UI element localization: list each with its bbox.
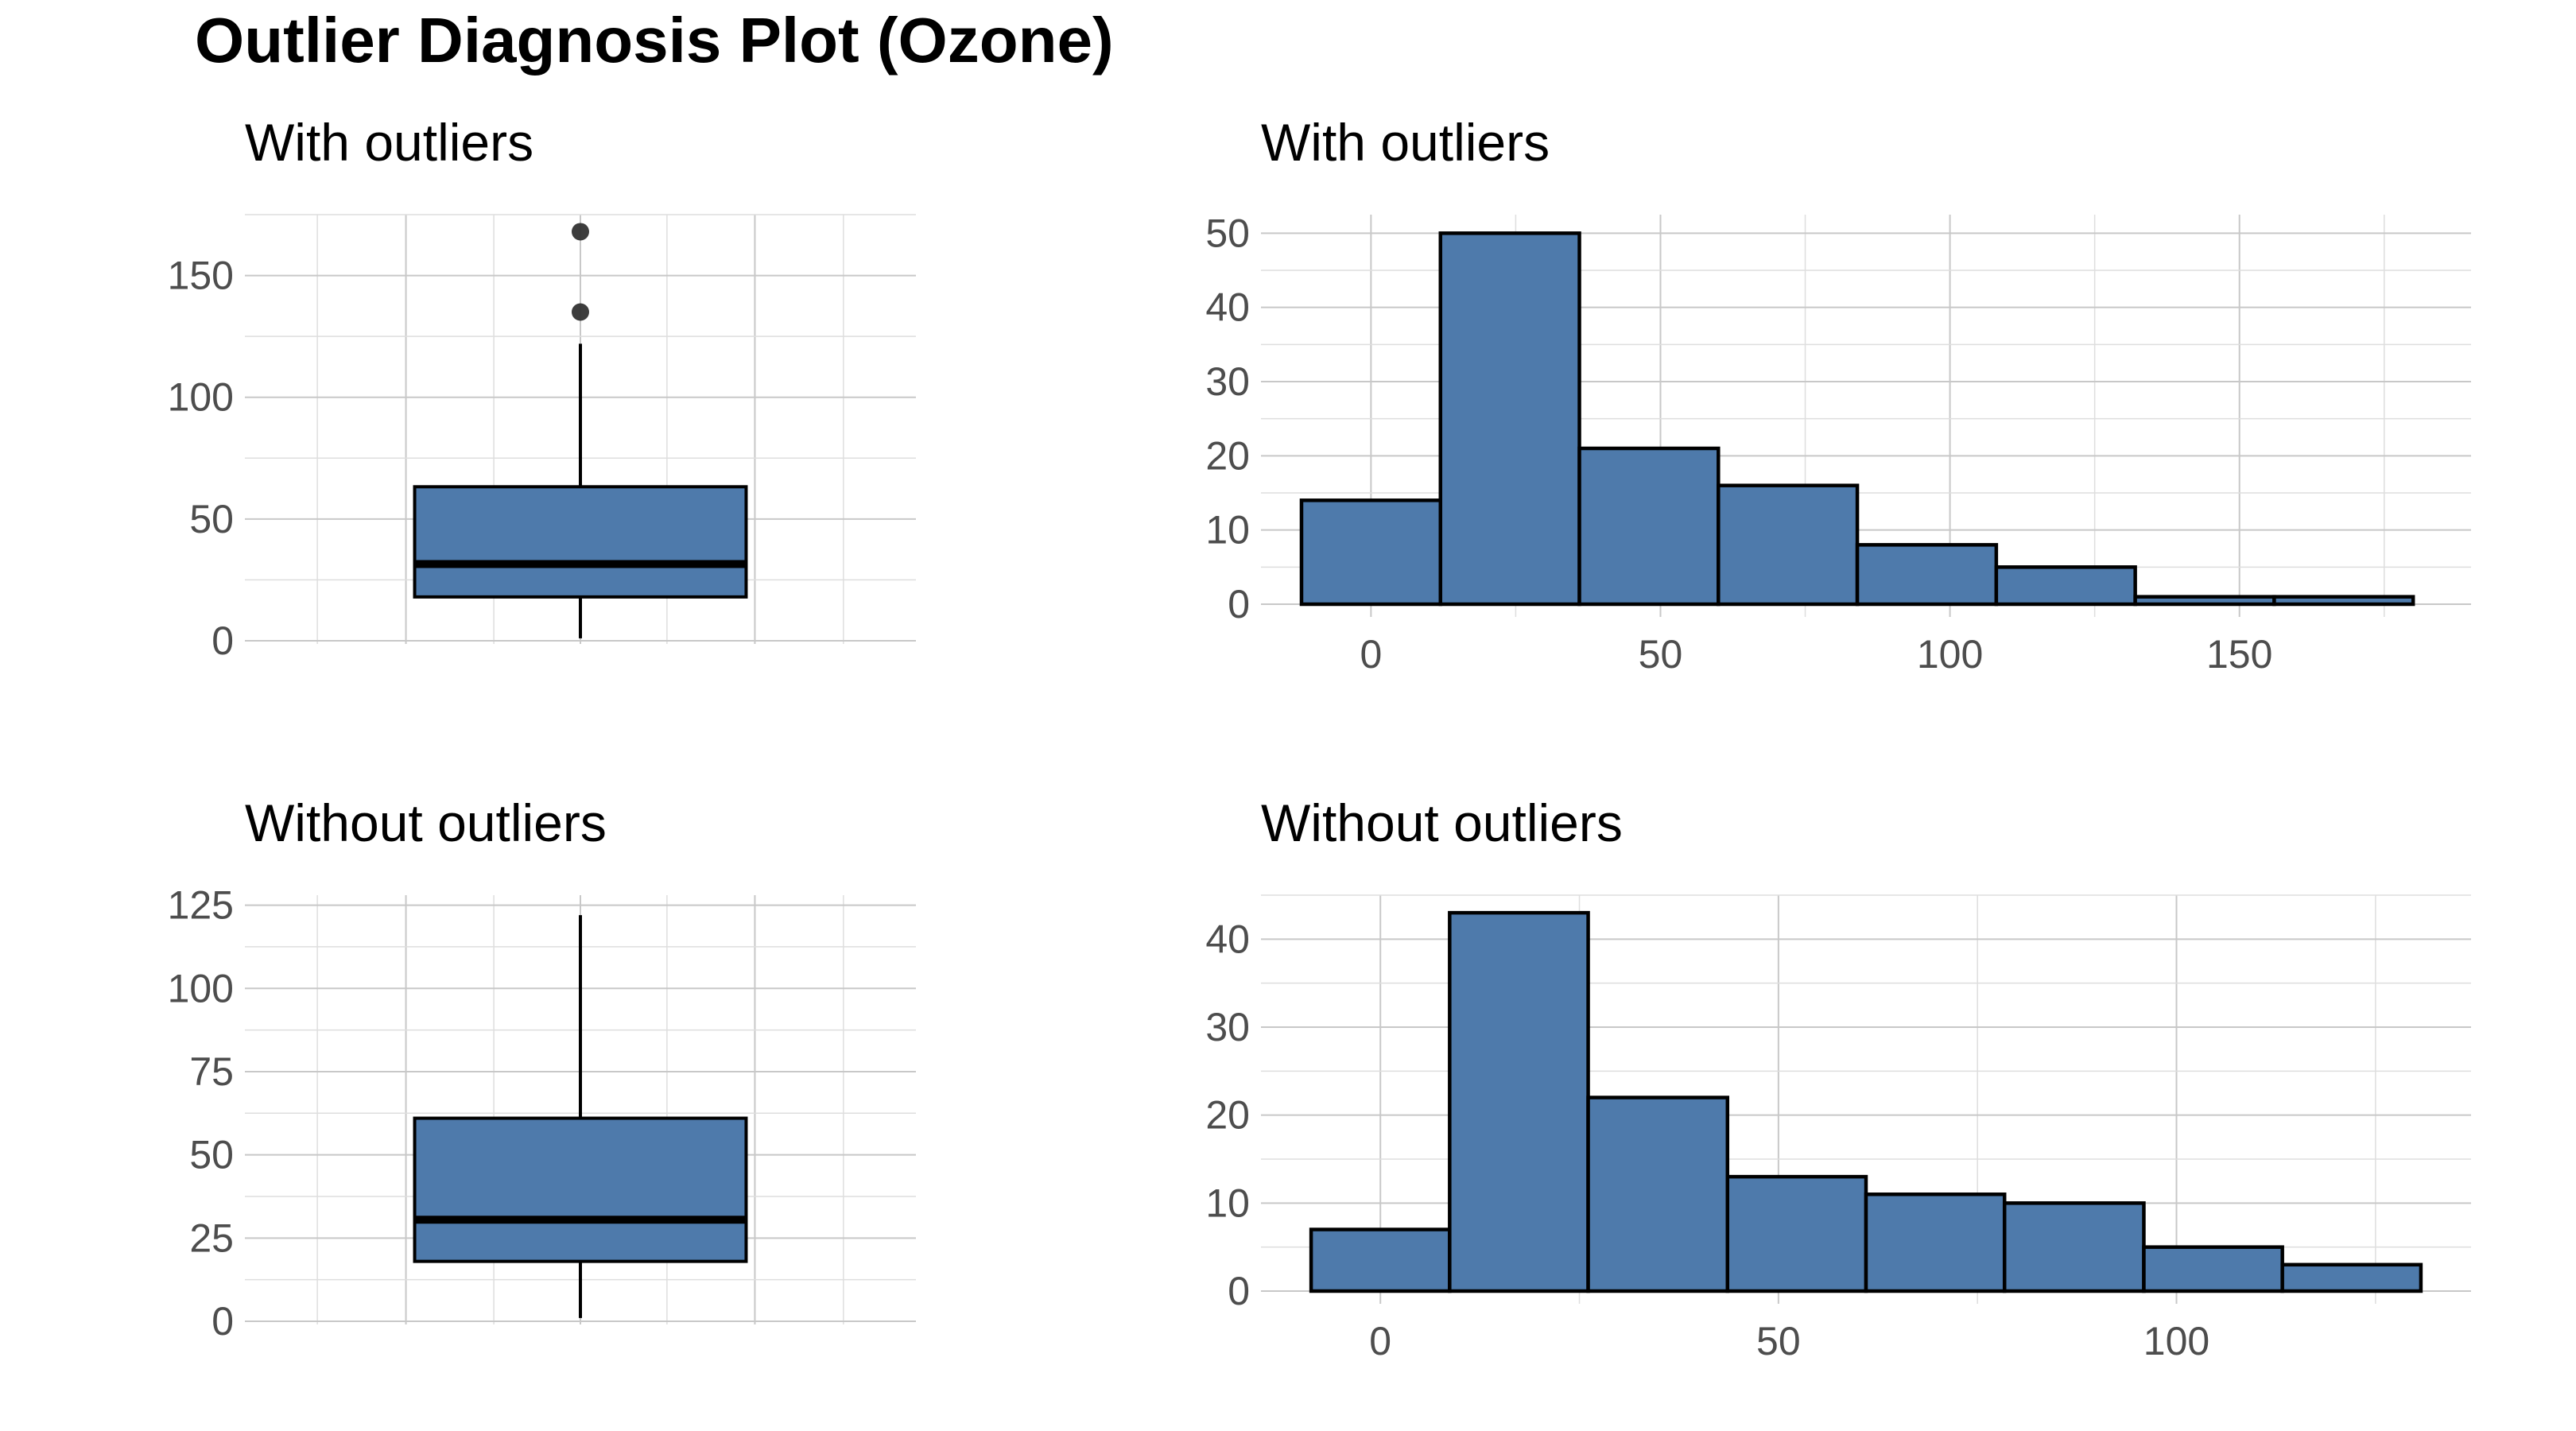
panel-box-with: 0 50 100 150 (168, 214, 916, 663)
x-tick-label: 100 (2143, 1319, 2209, 1363)
histogram-bar (1299, 498, 1443, 607)
outlier-point (572, 303, 589, 321)
histogram-bar (1725, 1174, 1868, 1293)
y-tick-label: 50 (189, 1133, 234, 1177)
subtitle-hist-without: Without outliers (1261, 793, 1623, 852)
y-tick-label: 10 (1205, 508, 1250, 553)
histogram-bar (1717, 483, 1860, 607)
y-tick-label: 0 (211, 1299, 234, 1344)
histogram-bar (1309, 1227, 1452, 1293)
y-tick-label: 50 (189, 497, 234, 541)
iqr-box (413, 1116, 748, 1263)
x-tick-label: 0 (1360, 632, 1382, 677)
y-tick-label: 20 (1205, 433, 1250, 478)
histogram-bar (2142, 1245, 2284, 1293)
y-tick-label: 10 (1205, 1181, 1250, 1225)
histogram-bar (1448, 910, 1590, 1293)
y-tick-label: 0 (1228, 582, 1250, 626)
y-tick-label: 40 (1205, 285, 1250, 330)
x-tick-label: 50 (1756, 1319, 1801, 1363)
histogram-bar (1994, 565, 2137, 607)
subtitle-hist-with: With outliers (1261, 113, 1550, 172)
panel-hist-with: 0 10 20 30 40 50 0 50 100 150 (1205, 211, 2471, 677)
histogram-bar (1855, 543, 1999, 607)
figure-title: Outlier Diagnosis Plot (Ozone) (195, 5, 1114, 76)
y-tick-label: 100 (168, 966, 234, 1010)
histogram-bar (1577, 446, 1721, 607)
x-tick-label: 50 (1639, 632, 1683, 677)
panel-hist-without: 0 10 20 30 40 0 50 100 (1205, 894, 2471, 1363)
histogram-bar (2002, 1201, 2146, 1293)
x-tick-label: 150 (2206, 632, 2272, 677)
y-tick-label: 75 (189, 1049, 234, 1094)
y-tick-label: 150 (168, 254, 234, 298)
y-tick-label: 30 (1205, 1005, 1250, 1049)
x-tick-label: 0 (1369, 1319, 1391, 1363)
histogram-bar (2133, 595, 2276, 607)
y-tick-label: 125 (168, 883, 234, 928)
histogram-bar (2272, 595, 2415, 607)
x-tick-label: 100 (1917, 632, 1983, 677)
y-tick-label: 0 (1228, 1269, 1250, 1313)
subtitle-box-with: With outliers (245, 113, 533, 172)
histogram-bar (1438, 231, 1581, 607)
y-tick-label: 20 (1205, 1093, 1250, 1138)
y-tick-label: 40 (1205, 917, 1250, 961)
y-tick-label: 30 (1205, 359, 1250, 404)
y-tick-label: 0 (211, 619, 234, 663)
histogram-bar (1864, 1192, 2007, 1293)
y-tick-label: 100 (168, 375, 234, 420)
histogram-bar (1586, 1096, 1730, 1293)
y-tick-label: 25 (189, 1216, 234, 1260)
outlier-point (572, 223, 589, 241)
y-tick-label: 50 (1205, 211, 1250, 255)
subtitle-box-without: Without outliers (245, 793, 607, 852)
histogram-bar (2280, 1262, 2423, 1293)
iqr-box (413, 485, 748, 599)
panel-box-without: 0 25 50 75 100 125 (168, 883, 916, 1344)
